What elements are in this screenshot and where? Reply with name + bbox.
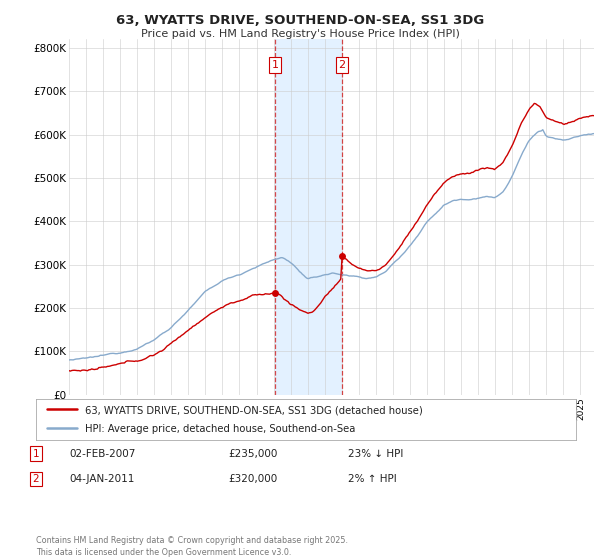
Text: Contains HM Land Registry data © Crown copyright and database right 2025.
This d: Contains HM Land Registry data © Crown c… <box>36 536 348 557</box>
Text: 63, WYATTS DRIVE, SOUTHEND-ON-SEA, SS1 3DG (detached house): 63, WYATTS DRIVE, SOUTHEND-ON-SEA, SS1 3… <box>85 405 422 415</box>
Text: HPI: Average price, detached house, Southend-on-Sea: HPI: Average price, detached house, Sout… <box>85 424 355 434</box>
Text: 2% ↑ HPI: 2% ↑ HPI <box>348 474 397 484</box>
Text: 04-JAN-2011: 04-JAN-2011 <box>69 474 134 484</box>
Text: 1: 1 <box>32 449 40 459</box>
Text: 1: 1 <box>271 60 278 70</box>
Text: 63, WYATTS DRIVE, SOUTHEND-ON-SEA, SS1 3DG: 63, WYATTS DRIVE, SOUTHEND-ON-SEA, SS1 3… <box>116 14 484 27</box>
Text: 23% ↓ HPI: 23% ↓ HPI <box>348 449 403 459</box>
Text: £235,000: £235,000 <box>228 449 277 459</box>
Text: 2: 2 <box>32 474 40 484</box>
Text: Price paid vs. HM Land Registry's House Price Index (HPI): Price paid vs. HM Land Registry's House … <box>140 29 460 39</box>
Bar <box>275 39 342 395</box>
Text: 02-FEB-2007: 02-FEB-2007 <box>69 449 136 459</box>
Text: £320,000: £320,000 <box>228 474 277 484</box>
Text: 2: 2 <box>338 60 346 70</box>
